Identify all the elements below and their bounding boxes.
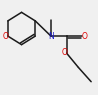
Text: N: N [48,32,54,41]
Text: O: O [82,32,88,41]
Text: O: O [2,32,8,41]
Text: O: O [61,48,67,57]
